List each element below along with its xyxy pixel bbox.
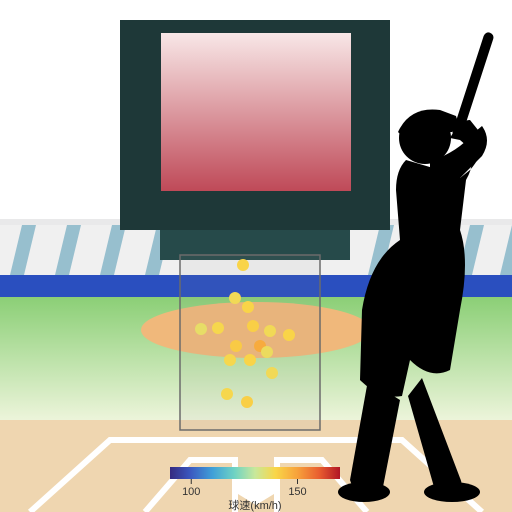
- chart-svg: 100 150 球速(km/h): [0, 0, 512, 512]
- pitch-point: [221, 388, 233, 400]
- colorbar-label: 球速(km/h): [228, 498, 281, 512]
- colorbar-tick-label: 100: [182, 486, 200, 498]
- pitch-point: [247, 320, 259, 332]
- pitch-point: [224, 354, 236, 366]
- colorbar-tick-label: 150: [288, 486, 306, 498]
- scoreboard-screen: [161, 33, 351, 191]
- pitch-point: [195, 323, 207, 335]
- pitch-point: [283, 329, 295, 341]
- batter-shoe: [424, 482, 480, 502]
- pitch-point: [230, 340, 242, 352]
- pitch-point: [244, 354, 256, 366]
- pitch-point: [229, 292, 241, 304]
- pitch-point: [264, 325, 276, 337]
- pitch-point: [242, 301, 254, 313]
- colorbar: [170, 467, 340, 479]
- pitch-point: [237, 259, 249, 271]
- batter-shoe: [338, 482, 390, 502]
- pitch-point: [266, 367, 278, 379]
- pitch-point: [261, 346, 273, 358]
- pitch-location-chart: 100 150 球速(km/h): [0, 0, 512, 512]
- pitch-point: [241, 396, 253, 408]
- pitch-point: [212, 322, 224, 334]
